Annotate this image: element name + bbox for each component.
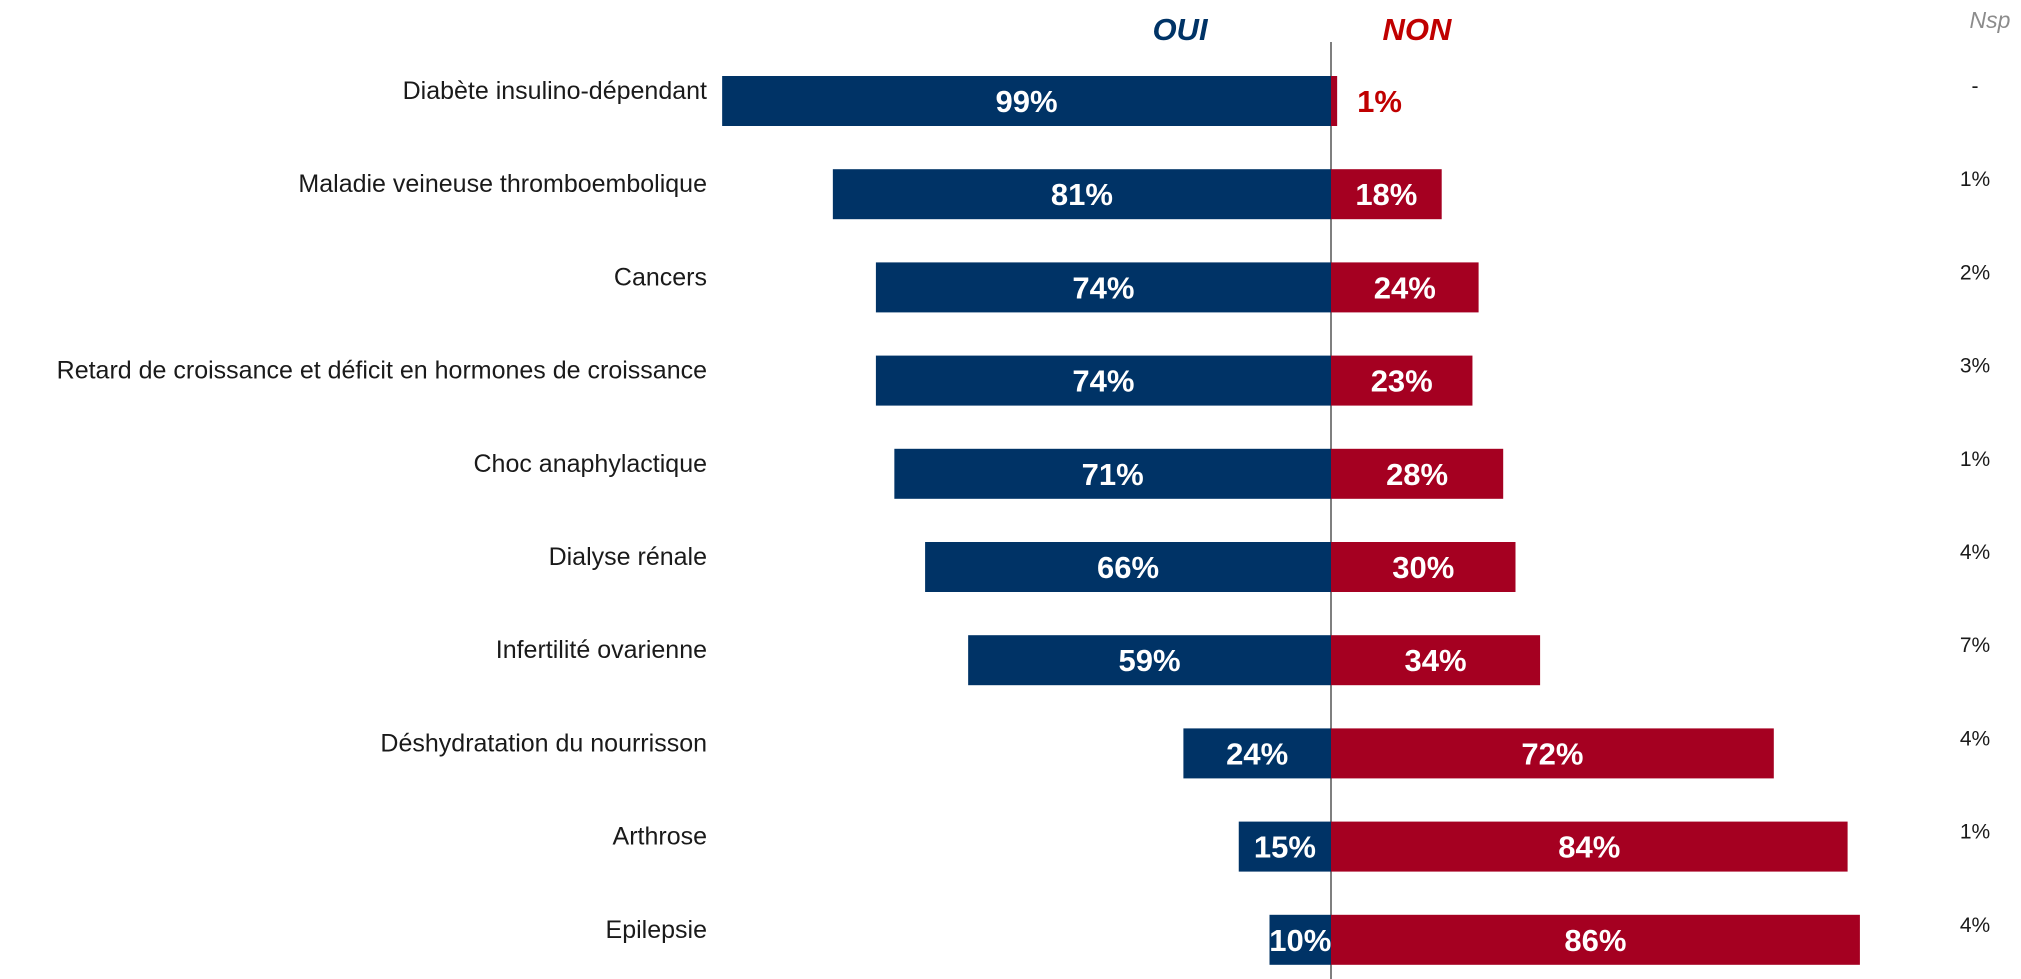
category-label: Déshydratation du nourrisson: [380, 729, 707, 757]
nsp-value-label: 1%: [1960, 821, 1990, 844]
bar-oui: [832, 169, 1331, 220]
bar-oui-label: 15%: [1254, 830, 1316, 865]
bar-oui: [894, 448, 1331, 499]
bar-oui-label: 66%: [1097, 550, 1159, 585]
nsp-value-label: 1%: [1960, 448, 1990, 471]
bar-oui-label: 99%: [996, 84, 1058, 119]
bar-non: [1331, 542, 1516, 592]
bar-non-label: 86%: [1564, 923, 1626, 958]
category-label: Dialyse rénale: [549, 543, 707, 571]
bar-non-label: 28%: [1386, 457, 1448, 492]
nsp-value-label: 7%: [1960, 634, 1990, 657]
bar-non-label: 34%: [1405, 643, 1467, 678]
bar-oui: [875, 355, 1331, 406]
bar-non-label: 1%: [1357, 84, 1402, 119]
bar-non: [1331, 169, 1442, 220]
bar-oui: [1183, 728, 1331, 779]
bar-oui-label: 24%: [1226, 736, 1288, 771]
bar-oui: [875, 262, 1331, 313]
bar-non: [1331, 821, 1848, 872]
bar-oui: [925, 542, 1331, 592]
category-label: Retard de croissance et déficit en hormo…: [57, 357, 707, 385]
nsp-value-label: 4%: [1960, 541, 1990, 564]
bar-non-label: 30%: [1392, 550, 1454, 585]
bar-non: [1331, 728, 1774, 779]
nsp-value-label: -: [1972, 75, 1979, 98]
nsp-value-label: 4%: [1960, 914, 1990, 937]
bar-oui-label: 71%: [1082, 457, 1144, 492]
category-label: Cancers: [614, 263, 707, 291]
bar-oui-label: 74%: [1072, 270, 1134, 305]
bar-non: [1331, 355, 1473, 406]
bar-oui: [968, 635, 1331, 686]
nsp-value-label: 1%: [1960, 168, 1990, 191]
nsp-value-label: 2%: [1960, 261, 1990, 284]
header-non: NON: [1383, 12, 1453, 47]
category-label: Infertilité ovarienne: [496, 636, 707, 664]
category-label: Arthrose: [613, 823, 707, 851]
bar-non-label: 18%: [1355, 177, 1417, 212]
bar-non: [1331, 262, 1479, 313]
nsp-value-label: 3%: [1960, 355, 1990, 378]
nsp-value-label: 4%: [1960, 727, 1990, 750]
bar-oui-label: 74%: [1072, 364, 1134, 399]
bar-non-label: 23%: [1371, 364, 1433, 399]
header-oui: OUI: [1152, 12, 1209, 47]
category-label: Choc anaphylactique: [474, 450, 708, 478]
bar-oui-label: 10%: [1269, 923, 1331, 958]
bar-non: [1331, 635, 1541, 686]
bar-non-label: 84%: [1558, 830, 1620, 865]
bar-non: [1331, 914, 1860, 965]
bar-oui: [1269, 914, 1331, 965]
bar-oui: [1238, 821, 1331, 872]
category-label: Maladie veineuse thromboembolique: [298, 170, 707, 198]
category-label: Epilepsie: [606, 916, 707, 944]
bar-oui-label: 81%: [1051, 177, 1113, 212]
bar-oui: [722, 76, 1331, 126]
category-label: Diabète insulino-dépendant: [403, 77, 707, 105]
bar-non-label: 24%: [1374, 270, 1436, 305]
bar-oui-label: 59%: [1119, 643, 1181, 678]
bar-non: [1331, 76, 1338, 126]
chart-rows: Diabète insulino-dépendant 99% 1% - Maladie …: [57, 75, 1990, 965]
bar-non: [1331, 448, 1504, 499]
bar-non-label: 72%: [1521, 736, 1583, 771]
header-nsp: Nsp: [1970, 7, 2011, 33]
